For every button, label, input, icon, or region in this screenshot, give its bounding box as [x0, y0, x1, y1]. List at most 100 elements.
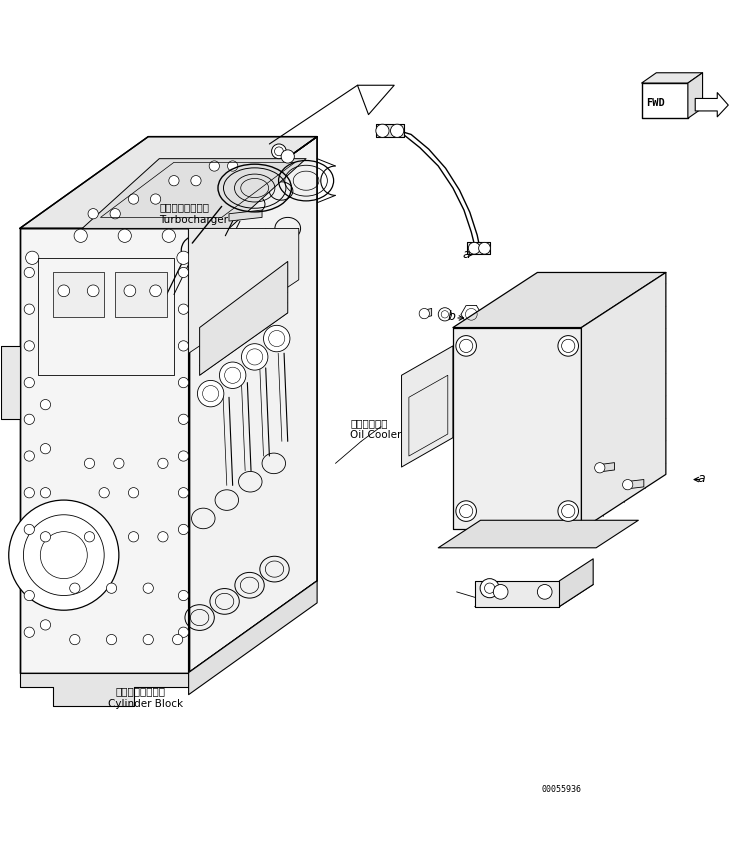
Circle shape [70, 635, 80, 645]
Circle shape [177, 251, 190, 265]
Circle shape [128, 488, 139, 498]
Circle shape [558, 336, 579, 356]
Circle shape [41, 444, 51, 454]
Polygon shape [642, 83, 688, 118]
Polygon shape [453, 273, 666, 327]
Circle shape [419, 308, 430, 319]
Circle shape [41, 620, 51, 630]
Polygon shape [688, 73, 702, 118]
Circle shape [178, 488, 189, 498]
Circle shape [281, 150, 294, 163]
Circle shape [178, 304, 189, 314]
Polygon shape [20, 673, 189, 706]
Polygon shape [20, 228, 189, 673]
Circle shape [24, 450, 35, 461]
Circle shape [24, 378, 35, 388]
Polygon shape [53, 273, 104, 317]
Circle shape [24, 488, 35, 498]
Polygon shape [695, 93, 728, 117]
Polygon shape [402, 345, 453, 467]
Circle shape [70, 583, 80, 594]
Circle shape [88, 208, 98, 219]
Circle shape [172, 635, 183, 645]
Circle shape [242, 344, 268, 370]
Circle shape [41, 399, 51, 410]
Circle shape [178, 378, 189, 388]
Circle shape [41, 488, 51, 498]
Circle shape [143, 583, 153, 594]
Circle shape [162, 229, 175, 242]
Polygon shape [357, 85, 394, 115]
Circle shape [41, 532, 51, 542]
Circle shape [191, 175, 201, 186]
Circle shape [439, 308, 452, 321]
Polygon shape [475, 581, 559, 607]
Circle shape [74, 229, 87, 242]
Circle shape [178, 267, 189, 278]
Circle shape [124, 285, 136, 297]
Circle shape [84, 532, 94, 542]
Polygon shape [20, 136, 317, 228]
Circle shape [26, 251, 39, 265]
Circle shape [24, 267, 35, 278]
Text: シリンダブロック: シリンダブロック [115, 687, 165, 697]
Circle shape [87, 285, 99, 297]
Circle shape [537, 584, 552, 599]
Text: b: b [448, 310, 455, 323]
Text: Cylinder Block: Cylinder Block [108, 699, 183, 709]
Polygon shape [200, 261, 287, 375]
Polygon shape [453, 327, 581, 529]
Circle shape [128, 194, 139, 204]
Polygon shape [559, 559, 593, 607]
Polygon shape [475, 584, 593, 607]
Circle shape [169, 175, 179, 186]
Polygon shape [189, 581, 317, 694]
Circle shape [128, 532, 139, 542]
Polygon shape [422, 308, 432, 318]
Polygon shape [1, 345, 20, 419]
Text: Oil Cooler: Oil Cooler [350, 431, 402, 440]
Text: FWD: FWD [646, 98, 665, 108]
Circle shape [99, 488, 109, 498]
Circle shape [150, 285, 161, 297]
Circle shape [456, 336, 476, 356]
Circle shape [209, 161, 220, 171]
Polygon shape [229, 210, 262, 221]
Circle shape [178, 524, 189, 535]
Circle shape [595, 463, 605, 473]
Circle shape [178, 414, 189, 424]
Polygon shape [82, 159, 306, 228]
Text: オイルクーラ: オイルクーラ [350, 418, 388, 429]
Circle shape [271, 144, 286, 159]
Circle shape [84, 458, 94, 469]
Polygon shape [439, 520, 638, 548]
Text: Turbocharger: Turbocharger [159, 214, 228, 225]
Text: a: a [697, 471, 705, 484]
Circle shape [220, 362, 246, 389]
Circle shape [376, 124, 389, 137]
Circle shape [478, 242, 490, 254]
Circle shape [24, 414, 35, 424]
Text: a: a [463, 247, 470, 260]
Polygon shape [642, 73, 702, 83]
Circle shape [118, 229, 131, 242]
Circle shape [264, 326, 290, 352]
Circle shape [106, 583, 116, 594]
Circle shape [106, 635, 116, 645]
Circle shape [178, 627, 189, 637]
Polygon shape [598, 463, 615, 472]
Circle shape [623, 479, 633, 490]
Polygon shape [189, 136, 317, 673]
Polygon shape [626, 479, 644, 489]
Circle shape [158, 458, 168, 469]
Circle shape [493, 584, 508, 599]
Circle shape [228, 161, 238, 171]
Polygon shape [581, 273, 666, 529]
Circle shape [178, 590, 189, 601]
Circle shape [558, 501, 579, 522]
Circle shape [113, 458, 124, 469]
Circle shape [178, 450, 189, 461]
Polygon shape [115, 273, 167, 317]
Circle shape [9, 500, 119, 610]
Circle shape [24, 341, 35, 351]
